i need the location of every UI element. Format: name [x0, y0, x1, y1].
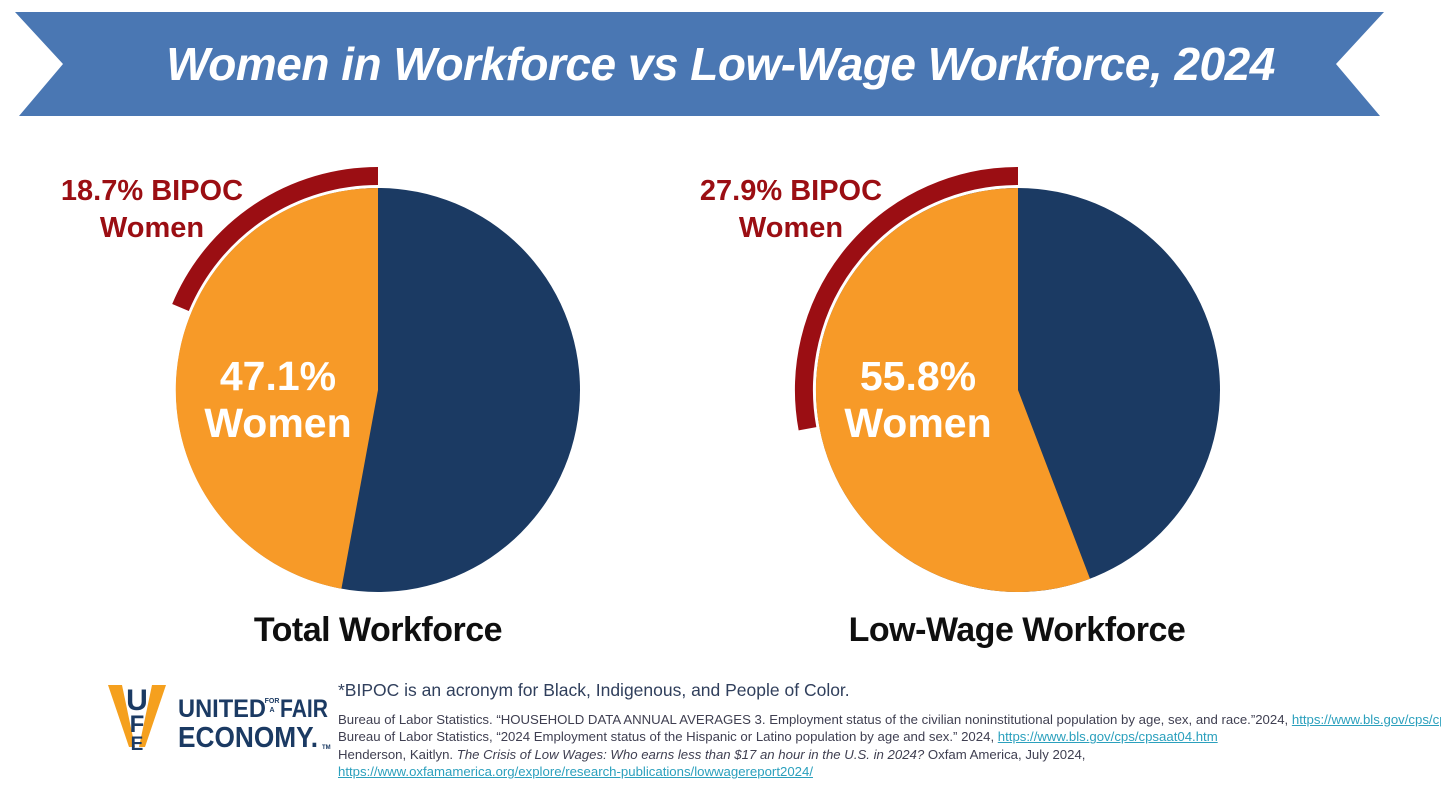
- citation-text: Bureau of Labor Statistics. “HOUSEHOLD D…: [338, 712, 1292, 727]
- total-workforce-pie-chart: [172, 167, 580, 592]
- title-banner-ribbon: [15, 12, 1384, 116]
- citation-line: https://www.oxfamamerica.org/explore/res…: [338, 763, 1441, 780]
- logo-word-fair: FAIR: [280, 695, 328, 723]
- logo-left-wing-icon: [108, 685, 135, 747]
- logo-word-economy: ECONOMY.: [178, 722, 318, 754]
- citation-line: Bureau of Labor Statistics. “HOUSEHOLD D…: [338, 711, 1441, 728]
- women-pct-word: Women: [844, 400, 992, 446]
- citation-text: Henderson, Kaitlyn.: [338, 746, 457, 762]
- total-workforce-bipoc-arc-label: 18.7% BIPOC Women: [38, 173, 266, 247]
- citation-text: Bureau of Labor Statistics, “2024 Employ…: [338, 729, 998, 745]
- bipoc-arc-label-line1: 27.9% BIPOC: [699, 175, 883, 207]
- bipoc-arc-label-line1: 18.7% BIPOC: [60, 175, 244, 207]
- bipoc-footnote: *BIPOC is an acronym for Black, Indigeno…: [338, 680, 850, 700]
- citations-block: Bureau of Labor Statistics. “HOUSEHOLD D…: [338, 711, 1441, 781]
- total-workforce-caption: Total Workforce: [253, 611, 503, 649]
- citation-line: Henderson, Kaitlyn. The Crisis of Low Wa…: [338, 746, 1441, 763]
- citation-line: Bureau of Labor Statistics, “2024 Employ…: [338, 728, 1441, 745]
- united-for-a-fair-economy-logo: U F E UNITED FOR A FAIR ECONOMY. TM: [108, 684, 331, 755]
- logo-word-a: A: [269, 707, 274, 714]
- logo-monogram-f: F: [130, 711, 145, 738]
- citation-link-oxfam-lowwagereport[interactable]: https://www.oxfamamerica.org/explore/res…: [338, 764, 813, 780]
- page-title: Women in Workforce vs Low-Wage Workforce…: [166, 38, 1275, 90]
- low-wage-women-slice-label: 55.8% Women: [778, 353, 1058, 447]
- logo-word-united: UNITED: [178, 695, 266, 723]
- logo-monogram-e: E: [131, 734, 144, 755]
- citation-italic-title: The Crisis of Low Wages: Who earns less …: [456, 746, 925, 762]
- low-wage-workforce-pie-chart: [794, 167, 1220, 593]
- logo-trademark: TM: [322, 745, 331, 751]
- low-wage-workforce-caption: Low-Wage Workforce: [848, 611, 1186, 649]
- women-pct-value: 47.1%: [219, 353, 337, 399]
- logo-monogram-u: U: [126, 684, 148, 717]
- citation-link-bls-cpsaat03[interactable]: https://www.bls.gov/cps/cpsaat03.htm: [1291, 712, 1441, 727]
- total-workforce-women-slice-label: 47.1% Women: [138, 353, 418, 447]
- citation-link-bls-cpsaat04[interactable]: https://www.bls.gov/cps/cpsaat04.htm: [997, 729, 1218, 745]
- women-pct-word: Women: [204, 400, 352, 446]
- citation-text: Oxfam America, July 2024,: [924, 746, 1086, 762]
- bipoc-arc-label-line2: Women: [99, 212, 205, 244]
- low-wage-bipoc-arc-label: 27.9% BIPOC Women: [677, 173, 905, 247]
- logo-right-wing-icon: [139, 685, 166, 747]
- women-pct-value: 55.8%: [859, 353, 977, 399]
- bipoc-arc-label-line2: Women: [738, 212, 844, 244]
- logo-word-for: FOR: [265, 698, 280, 705]
